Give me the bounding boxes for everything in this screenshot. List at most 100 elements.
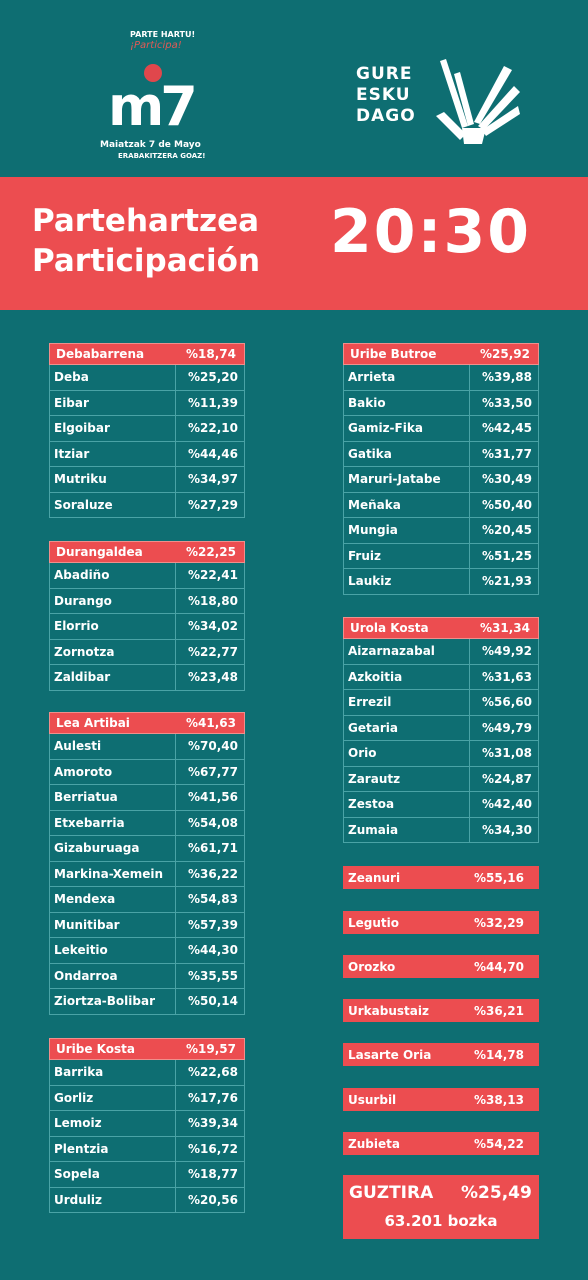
town-name: Ziortza-Bolibar (50, 989, 176, 1014)
town-row: Gizaburuaga %61,71 (49, 836, 245, 862)
town-name: Ondarroa (50, 963, 176, 988)
town-value: %22,77 (188, 644, 238, 659)
region-header: Debabarrena %18,74 (49, 343, 245, 365)
town-value: %14,78 (474, 1047, 524, 1062)
header: PARTE HARTU! ¡Participa! m7 Maiatzak 7 d… (0, 0, 588, 176)
town-name: Gizaburuaga (50, 836, 176, 861)
town-row: Zornotza %22,77 (49, 639, 245, 665)
region-header: Lea Artibai %41,63 (49, 712, 245, 734)
town-value: %22,41 (188, 568, 238, 583)
town-row: Amoroto %67,77 (49, 759, 245, 785)
town-name: Mungia (344, 518, 470, 543)
region-value: %22,25 (186, 545, 236, 559)
town-value: %54,08 (188, 815, 238, 830)
town-row: Lemoiz %39,34 (49, 1111, 245, 1137)
town-row: Orio %31,08 (343, 741, 539, 767)
town-name: Zumaia (344, 817, 470, 842)
town-name: Etxebarria (50, 810, 176, 835)
region-name: Uribe Kosta (56, 1042, 135, 1056)
town-name: Bakio (344, 390, 470, 415)
town-row: Gorliz %17,76 (49, 1085, 245, 1111)
town-single: Orozko %44,70 (343, 955, 539, 978)
total-votes: 63.201 bozka (384, 1212, 498, 1230)
town-name: Fruiz (344, 543, 470, 568)
region-name: Uribe Butroe (350, 347, 437, 361)
town-value: %25,20 (188, 370, 238, 385)
town-row: Aizarnazabal %49,92 (343, 639, 539, 665)
region-header: Durangaldea %22,25 (49, 541, 245, 563)
town-row: Zaldibar %23,48 (49, 665, 245, 691)
town-value: %50,14 (188, 994, 238, 1009)
town-name: Deba (50, 365, 176, 390)
town-single: Lasarte Oria %14,78 (343, 1043, 539, 1066)
town-value: %39,34 (188, 1116, 238, 1131)
town-row: Munitibar %57,39 (49, 912, 245, 938)
town-value: %67,77 (188, 764, 238, 779)
town-name: Orozko (348, 959, 396, 974)
town-row: Gatika %31,77 (343, 441, 539, 467)
town-name: Aulesti (50, 734, 176, 759)
town-value: %20,56 (188, 1192, 238, 1207)
region-table: Lea Artibai %41,63 Aulesti %70,40 Amoroto %67… (49, 712, 245, 1015)
town-value: %42,40 (482, 797, 532, 812)
town-row: Aulesti %70,40 (49, 734, 245, 760)
town-value: %38,13 (474, 1092, 524, 1107)
town-value: %36,21 (474, 1003, 524, 1018)
town-name: Munitibar (50, 912, 176, 937)
town-row: Deba %25,20 (49, 365, 245, 391)
town-name: Orio (344, 741, 470, 766)
town-row: Laukiz %21,93 (343, 569, 539, 595)
town-value: %21,93 (482, 574, 532, 589)
town-name: Berriatua (50, 785, 176, 810)
town-value: %23,48 (188, 670, 238, 685)
m7-logo: PARTE HARTU! ¡Participa! m7 Maiatzak 7 d… (100, 22, 228, 172)
town-value: %35,55 (188, 968, 238, 983)
region-name: Debabarrena (56, 347, 145, 361)
town-value: %36,22 (188, 866, 238, 881)
region-header: Uribe Kosta %19,57 (49, 1038, 245, 1060)
town-value: %32,29 (474, 915, 524, 930)
town-row: Maruri-Jatabe %30,49 (343, 467, 539, 493)
m7-slogan: ERABAKITZERA GOAZ! (118, 152, 206, 160)
town-row: Bakio %33,50 (343, 390, 539, 416)
town-name: Legutio (348, 915, 400, 930)
town-row: Markina-Xemein %36,22 (49, 861, 245, 887)
town-value: %44,70 (474, 959, 524, 974)
region-header: Urola Kosta %31,34 (343, 617, 539, 639)
town-name: Usurbil (348, 1092, 397, 1107)
m7-tagline-top: PARTE HARTU! (130, 30, 196, 39)
region-value: %41,63 (186, 716, 236, 730)
town-value: %42,45 (482, 421, 532, 436)
town-name: Markina-Xemein (50, 861, 176, 886)
town-row: Soraluze %27,29 (49, 492, 245, 518)
m7-logo-text: m7 (108, 75, 198, 138)
region-name: Durangaldea (56, 545, 143, 559)
town-name: Itziar (50, 441, 176, 466)
town-name: Lasarte Oria (348, 1047, 432, 1062)
town-value: %18,77 (188, 1167, 238, 1182)
town-single: Zubieta %54,22 (343, 1132, 539, 1155)
participation-banner: Partehartzea Participación 20:30 (0, 177, 588, 310)
town-row: Mendexa %54,83 (49, 887, 245, 913)
town-value: %54,83 (188, 892, 238, 907)
town-row: Itziar %44,46 (49, 441, 245, 467)
town-name: Eibar (50, 390, 176, 415)
town-row: Gamiz-Fika %42,45 (343, 416, 539, 442)
town-row: Ondarroa %35,55 (49, 963, 245, 989)
gure-logo-text: GURE ESKU DAGO (356, 64, 416, 126)
town-value: %56,60 (482, 695, 532, 710)
town-name: Meñaka (344, 492, 470, 517)
town-row: Etxebarria %54,08 (49, 810, 245, 836)
town-value: %27,29 (188, 497, 238, 512)
town-value: %20,45 (482, 523, 532, 538)
town-row: Sopela %18,77 (49, 1162, 245, 1188)
region-table: Debabarrena %18,74 Deba %25,20 Eibar %11,39 El… (49, 343, 245, 518)
town-single: Zeanuri %55,16 (343, 866, 539, 889)
town-value: %34,30 (482, 822, 532, 837)
town-value: %17,76 (188, 1090, 238, 1105)
town-value: %49,79 (482, 720, 532, 735)
town-value: %24,87 (482, 771, 532, 786)
town-value: %54,22 (474, 1136, 524, 1151)
region-table: Uribe Kosta %19,57 Barrika %22,68 Gorliz %17,… (49, 1038, 245, 1213)
town-name: Errezil (344, 690, 470, 715)
